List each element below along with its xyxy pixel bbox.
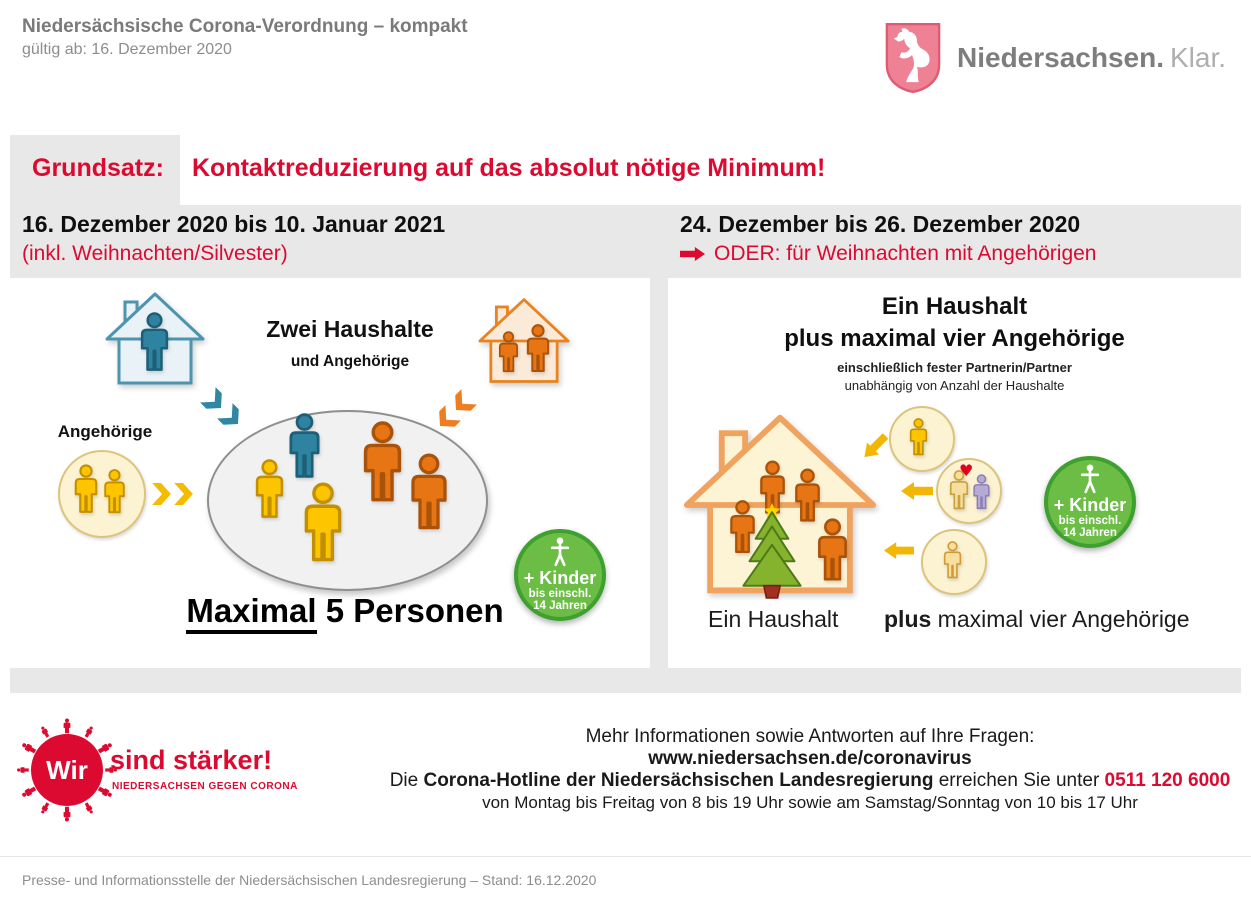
campaign-subline: NIEDERSACHSEN GEGEN CORONA xyxy=(112,781,298,792)
child-figure-icon xyxy=(548,537,572,568)
two-households-subtitle: und Angehörige xyxy=(290,353,410,370)
right-period-note: ODER: für Weihnachten mit Angehörigen xyxy=(714,242,1097,265)
campaign-slogan: sind stärker! xyxy=(110,745,273,775)
hotline-number: 0511 120 6000 xyxy=(1104,770,1231,791)
niedersachsen-coat-of-arms-icon xyxy=(885,22,941,94)
brand-claim: Klar. xyxy=(1170,42,1227,73)
relatives-label: Angehörige xyxy=(57,422,153,441)
yellow-arrow-right-icon xyxy=(150,483,172,505)
campaign-person-icon xyxy=(39,801,52,815)
christmas-tree-icon xyxy=(742,503,802,599)
person-icon-teal xyxy=(283,413,326,479)
caption-plus: plus xyxy=(884,606,932,632)
grundsatz-box xyxy=(10,135,180,205)
kids-badge-line2: 14 Jahren xyxy=(1063,527,1117,540)
campaign-person-icon xyxy=(62,719,72,734)
campaign-person-icon xyxy=(83,801,96,815)
principle-headline: Kontaktreduzierung auf das absolut nötig… xyxy=(192,154,826,182)
two-households-title: Zwei Haushalte xyxy=(266,316,434,342)
person-icon-yellow xyxy=(250,459,289,519)
footer-hours: von Montag bis Freitag von 8 bis 19 Uhr … xyxy=(482,793,1138,812)
max-label: Maximal xyxy=(186,592,317,634)
wir-label: Wir xyxy=(46,754,88,785)
footer-info-line: Mehr Informationen sowie Antworten auf I… xyxy=(585,726,1035,747)
caption-household: Ein Haushalt xyxy=(708,606,839,632)
kids-badge-line1: bis einschl. xyxy=(528,588,592,601)
couple-circle xyxy=(936,458,1002,524)
person-icon-orange xyxy=(356,421,409,503)
yellow-arrow-right-icon xyxy=(172,483,194,505)
one-household-note2: unabhängig von Anzahl der Haushalte xyxy=(844,378,1065,393)
one-household-note1: einschließlich fester Partnerin/Partner xyxy=(837,360,1072,375)
person-icon-orange xyxy=(404,453,454,531)
footer-url: www.niedersachsen.de/coronavirus xyxy=(648,748,972,769)
left-period-title: 16. Dezember 2020 bis 10. Januar 2021 xyxy=(22,211,446,237)
kids-badge-title: + Kinder xyxy=(1053,495,1127,516)
campaign-person-icon xyxy=(39,725,52,739)
red-arrow-right-icon xyxy=(680,246,705,262)
one-household-title1: Ein Haushalt xyxy=(881,293,1028,320)
relatives-circle xyxy=(58,450,146,538)
kids-badge-line1: bis einschl. xyxy=(1058,515,1122,528)
one-household-title2: plus maximal vier Angehörige xyxy=(784,325,1125,352)
kids-badge-title: + Kinder xyxy=(523,568,597,589)
caption-plus-row: plus maximal vier Angehörige xyxy=(884,606,1190,633)
hotline-name: Corona-Hotline der Niedersächsischen Lan… xyxy=(423,770,934,791)
footer-divider xyxy=(0,856,1251,857)
person-icon-lavender xyxy=(970,474,993,510)
heart-icon: ♥ xyxy=(959,461,974,480)
kids-badge-line2: 14 Jahren xyxy=(533,600,587,613)
campaign-person-icon xyxy=(17,766,29,774)
campaign-person-icon xyxy=(83,725,96,739)
document-subtitle: gültig ab: 16. Dezember 2020 xyxy=(22,41,232,58)
brand-name: Niedersachsen. xyxy=(957,42,1164,73)
person-icon-yellow xyxy=(906,418,931,456)
left-period-note: (inkl. Weihnachten/Silvester) xyxy=(22,242,288,265)
footer-hotline-line: Die Corona-Hotline der Niedersächsischen… xyxy=(370,770,1250,792)
right-period-title: 24. Dezember bis 26. Dezember 2020 xyxy=(680,211,1081,237)
document-title: Niedersächsische Corona-Verordnung – kom… xyxy=(22,16,468,37)
caption-rest: maximal vier Angehörige xyxy=(931,606,1190,632)
person-icon-teal xyxy=(135,312,174,372)
person-icon-orange xyxy=(812,518,853,582)
yellow-arrow-left-icon xyxy=(901,481,933,501)
yellow-arrow-left-icon xyxy=(884,541,914,560)
child-figure-icon xyxy=(1078,464,1102,495)
person-icon-yellow xyxy=(297,482,349,563)
imprint: Presse- und Informationsstelle der Niede… xyxy=(22,872,597,888)
campaign-person-icon xyxy=(62,807,72,822)
wir-sind-staerker-logo: Wir xyxy=(19,722,115,818)
max-persons-line: Maximal 5 Personen xyxy=(140,592,550,634)
person-icon-orange xyxy=(495,331,522,373)
hotline-prefix: Die xyxy=(389,770,424,791)
max-rest: 5 Personen xyxy=(325,592,504,629)
grundsatz-label: Grundsatz: xyxy=(32,154,164,182)
person-icon-cream xyxy=(940,541,965,579)
kids-badge: + Kinder bis einschl. 14 Jahren xyxy=(514,529,606,621)
person-icon-yellow xyxy=(100,469,129,514)
person-icon-orange xyxy=(522,324,554,373)
niedersachsen-brand: Niedersachsen. Klar. xyxy=(884,22,1226,94)
right-period-note-row: ODER: für Weihnachten mit Angehörigen xyxy=(680,242,1096,266)
saxon-steed-horse-icon xyxy=(893,28,930,83)
hotline-mid: erreichen Sie unter xyxy=(933,770,1105,791)
person-icon-yellow xyxy=(70,464,102,514)
kids-badge: + Kinder bis einschl. 14 Jahren xyxy=(1044,456,1136,548)
